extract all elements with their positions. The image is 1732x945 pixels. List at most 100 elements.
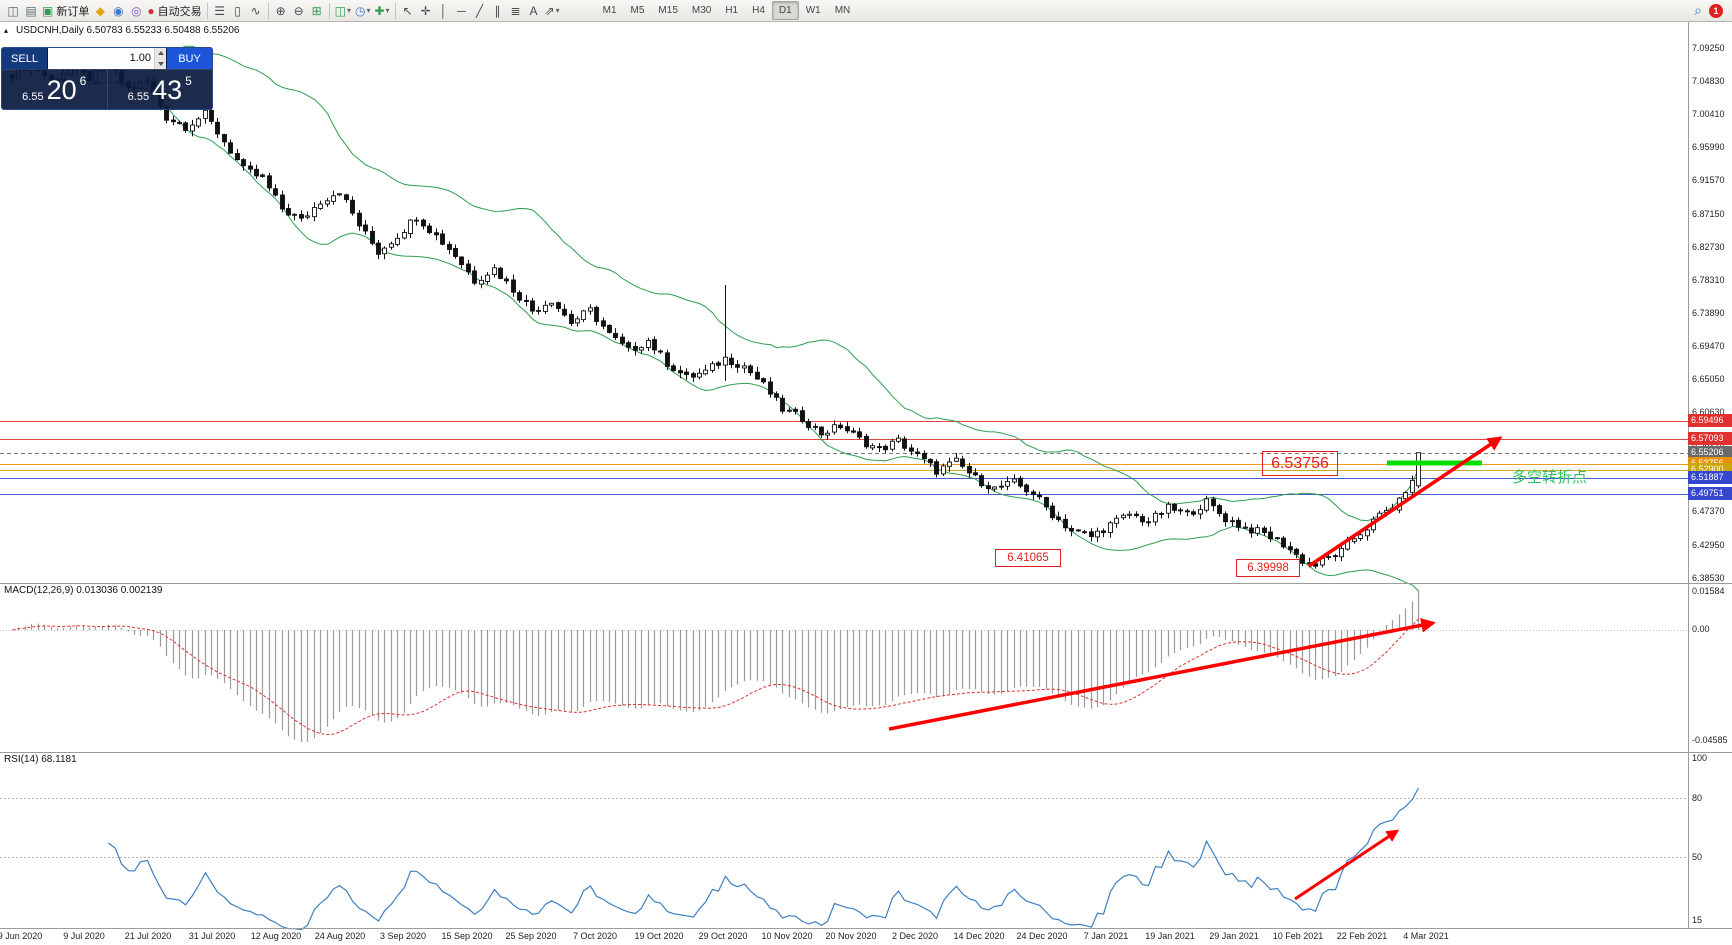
bar-chart-icon[interactable]: ☰ — [214, 3, 225, 18]
price-tag: 6.51887 — [1688, 471, 1732, 484]
date-label: 15 Sep 2020 — [441, 931, 493, 941]
volume-up-button[interactable] — [155, 48, 166, 59]
timeframe-group: M1 M5 M15 M30 H1 H4 D1 W1 MN — [596, 1, 858, 20]
ask-price-sup: 5 — [185, 74, 192, 88]
price-level-annotation[interactable]: 6.53756 — [1262, 451, 1338, 476]
autotrading-button[interactable]: ● 自动交易 — [147, 3, 202, 18]
arrows-tool-icon[interactable]: ⇗ ▾ — [544, 3, 560, 18]
date-label: 19 Oct 2020 — [634, 931, 684, 941]
price-axis-label: 6.42950 — [1692, 540, 1725, 550]
price-axis-label: 6.87150 — [1692, 209, 1725, 219]
date-label: 24 Dec 2020 — [1016, 931, 1068, 941]
candlestick-chart-icon[interactable]: ▯ — [234, 3, 241, 18]
crosshair-icon[interactable]: ✛ — [420, 3, 431, 18]
date-label: 10 Nov 2020 — [761, 931, 813, 941]
ask-price[interactable]: 6.55 43 5 — [106, 70, 213, 109]
chevron-down-icon: ▾ — [555, 6, 560, 15]
date-label: 9 Jun 2020 — [0, 931, 43, 941]
timeframe-M30[interactable]: M30 — [691, 5, 712, 16]
price-axis-label: 7.09250 — [1692, 43, 1725, 53]
price-axis-label: 6.69470 — [1692, 341, 1725, 351]
price-axis-label: 6.60630 — [1692, 407, 1725, 417]
profiles-icon[interactable]: ▤ — [25, 3, 37, 18]
macd-indicator-label: MACD(12,26,9) 0.013036 0.002139 — [4, 585, 163, 596]
date-label: 20 Nov 2020 — [825, 931, 877, 941]
cursor-icon[interactable]: ↖ — [402, 3, 413, 18]
rsi-scale-label: 80 — [1692, 793, 1703, 803]
channel-icon[interactable]: ∥ — [494, 3, 501, 18]
toolbar: ◫ ▤ ▣ 新订单 ◆ ◉ ◎ ● 自动交易 ☰ ▯ ∿ ⊕ ⊖ ⊞ ◫ ▾ ◷ ▾ ✚ ▾ ↖ ✛ │ ─ ╱ ∥ ≣ A ⇗ ▾ M1 M… — [0, 0, 1732, 22]
date-label: 22 Feb 2021 — [1336, 931, 1388, 941]
timeframe-H1[interactable]: H1 — [725, 5, 739, 16]
down-arrow-icon — [157, 61, 164, 66]
volume-value[interactable]: 1.00 — [129, 52, 151, 64]
date-label: 2 Dec 2020 — [891, 931, 939, 941]
turning-point-text[interactable]: 多空转折点 — [1512, 469, 1588, 486]
tile-windows-icon[interactable]: ⊞ — [311, 3, 322, 18]
toolbar-separator — [328, 2, 330, 19]
price-axis-label: 6.91570 — [1692, 175, 1725, 185]
symbol-ohlc-line: USDCNH,Daily 6.50783 6.55233 6.50488 6.5… — [16, 25, 240, 36]
search-icon[interactable]: ⌕ — [1694, 2, 1702, 18]
timeframe-D1[interactable]: D1 — [771, 1, 799, 20]
timeframe-M5[interactable]: M5 — [630, 5, 645, 16]
price-axis-label: 6.65050 — [1692, 374, 1725, 384]
date-label: 29 Oct 2020 — [698, 931, 748, 941]
price-axis-label: 6.73890 — [1692, 308, 1725, 318]
terminal-icon[interactable]: ◉ — [113, 3, 124, 18]
vertical-line-icon[interactable]: │ — [439, 3, 448, 18]
bid-price-sup: 6 — [79, 74, 87, 88]
notification-badge[interactable]: 1 — [1709, 3, 1723, 18]
sell-button[interactable]: SELL — [2, 48, 48, 69]
zoom-out-icon[interactable]: ⊖ — [293, 3, 304, 18]
price-axis-label: 6.82730 — [1692, 242, 1725, 252]
metaeditor-icon[interactable]: ◆ — [95, 3, 105, 18]
collapse-icon[interactable]: ▴ — [4, 26, 9, 35]
fibonacci-icon[interactable]: ≣ — [510, 3, 521, 18]
date-label: 24 Aug 2020 — [314, 931, 366, 941]
date-label: 4 Mar 2021 — [1403, 931, 1449, 941]
date-label: 9 Jul 2020 — [63, 931, 105, 941]
toolbar-separator — [394, 2, 396, 19]
toolbar-separator — [267, 2, 269, 19]
volume-stepper[interactable] — [154, 48, 166, 69]
volume-down-button[interactable] — [155, 58, 166, 69]
price-axis-label: 6.95990 — [1692, 142, 1725, 152]
price-axis-label: 7.04830 — [1692, 76, 1725, 86]
chevron-down-icon: ▾ — [346, 6, 351, 15]
low-annotation-2[interactable]: 6.39998 — [1236, 559, 1300, 577]
trendline-icon[interactable]: ╱ — [475, 3, 484, 18]
rsi-scale-label: 100 — [1692, 753, 1708, 763]
toolbar-items: ◫ ▤ ▣ 新订单 ◆ ◉ ◎ ● 自动交易 ☰ ▯ ∿ ⊕ ⊖ ⊞ ◫ ▾ ◷ ▾ ✚ ▾ ↖ ✛ │ ─ ╱ ∥ ≣ A ⇗ ▾ — [4, 2, 562, 20]
timeframe-H4[interactable]: H4 — [752, 5, 765, 16]
price-tag: 6.57093 — [1688, 432, 1732, 445]
timeframe-MN[interactable]: MN — [834, 5, 851, 16]
timeframe-M1[interactable]: M1 — [602, 5, 617, 16]
bid-price[interactable]: 6.55 20 6 — [2, 70, 107, 109]
new-chart-window-icon[interactable]: ◫ — [7, 3, 19, 18]
toolbar-right: ⌕ 1 — [1694, 2, 1728, 19]
new-chart-icon[interactable]: ◫ ▾ — [334, 3, 351, 18]
horizontal-line-icon[interactable]: ─ — [457, 3, 466, 18]
price-tag: 6.55206 — [1688, 446, 1732, 459]
buy-button[interactable]: BUY — [166, 48, 212, 69]
new-order-button[interactable]: ▣ 新订单 — [42, 3, 90, 18]
bid-price-small: 6.55 — [22, 91, 44, 103]
text-tool-icon[interactable]: A — [529, 3, 538, 18]
timeframe-W1[interactable]: W1 — [805, 5, 821, 16]
line-chart-icon[interactable]: ∿ — [250, 3, 261, 18]
strategy-tester-icon[interactable]: ◎ — [131, 3, 142, 18]
date-label: 10 Feb 2021 — [1272, 931, 1324, 941]
timeframe-M15[interactable]: M15 — [658, 5, 678, 16]
volume-field[interactable]: 1.00 — [48, 48, 166, 69]
zoom-in-icon[interactable]: ⊕ — [275, 3, 286, 18]
price-axis-label: 6.78310 — [1692, 275, 1725, 285]
indicators-icon[interactable]: ✚ ▾ — [374, 3, 390, 18]
low-annotation-1[interactable]: 6.41065 — [995, 549, 1061, 567]
periods-icon[interactable]: ◷ ▾ — [354, 3, 371, 18]
rsi-scale-label: 15 — [1692, 915, 1703, 925]
date-label: 29 Jan 2021 — [1209, 931, 1259, 941]
ask-price-small: 6.55 — [127, 91, 150, 103]
